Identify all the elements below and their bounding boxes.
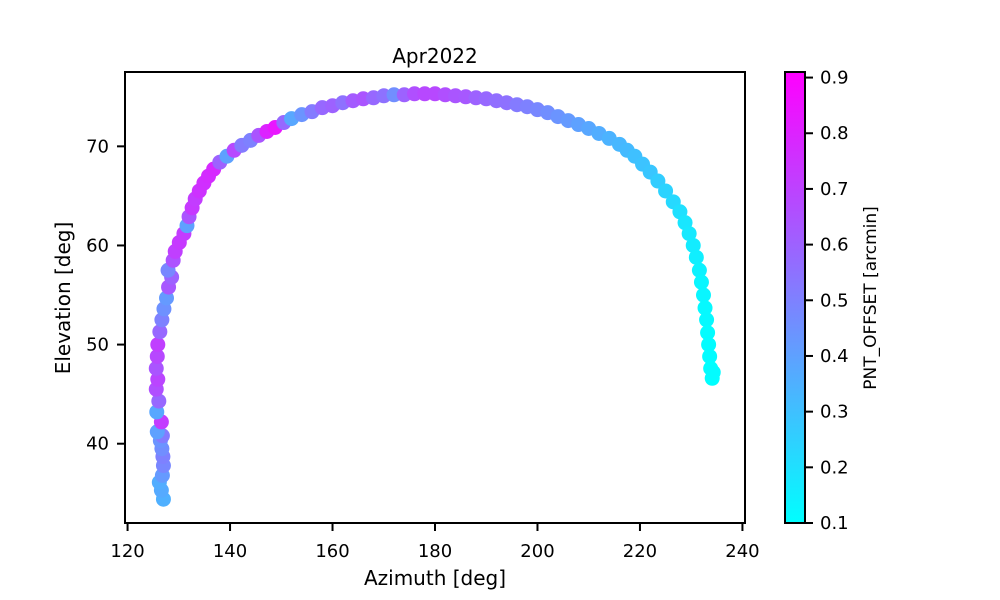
- data-point: [688, 249, 704, 265]
- data-point: [407, 86, 423, 102]
- colorbar-tick-label: 0.7: [820, 179, 849, 200]
- y-axis-ticks: 40 50 60 70: [86, 136, 125, 455]
- data-point: [700, 325, 716, 341]
- x-tick-label: 180: [418, 541, 452, 562]
- colorbar-tick-label: 0.4: [820, 346, 849, 367]
- data-point: [149, 348, 165, 364]
- data-point: [691, 262, 707, 278]
- x-tick-label: 240: [725, 541, 759, 562]
- colorbar-label: PNT_OFFSET [arcmin]: [861, 206, 881, 390]
- colorbar-tick-label: 0.8: [820, 123, 849, 144]
- colorbar-tick-label: 0.2: [820, 457, 849, 478]
- data-point: [697, 300, 713, 316]
- colorbar-tick-label: 0.1: [820, 513, 849, 534]
- y-axis-label: Elevation [deg]: [51, 222, 75, 375]
- data-point: [701, 337, 717, 353]
- data-point: [699, 312, 715, 328]
- data-point: [695, 287, 711, 303]
- x-axis-ticks: 120 140 160 180 200 220 240: [110, 523, 760, 562]
- data-point: [685, 237, 701, 253]
- colorbar-tick-label: 0.9: [820, 68, 849, 89]
- y-tick-label: 70: [86, 136, 109, 157]
- x-tick-label: 160: [315, 541, 349, 562]
- y-tick-label: 60: [86, 235, 109, 256]
- data-point: [417, 86, 433, 102]
- data-point: [148, 360, 164, 376]
- colorbar-tick-label: 0.6: [820, 235, 849, 256]
- data-point: [705, 364, 721, 380]
- chart-title: Apr2022: [392, 44, 478, 68]
- x-tick-label: 120: [110, 541, 144, 562]
- colorbar-tick-label: 0.5: [820, 290, 849, 311]
- y-tick-label: 40: [86, 434, 109, 455]
- y-tick-label: 50: [86, 335, 109, 356]
- x-tick-label: 140: [213, 541, 247, 562]
- data-point: [681, 226, 697, 242]
- x-tick-label: 220: [623, 541, 657, 562]
- x-tick-label: 200: [520, 541, 554, 562]
- data-point: [386, 87, 402, 103]
- colorbar-tick-label: 0.3: [820, 402, 849, 423]
- data-point: [693, 274, 709, 290]
- data-points: [148, 86, 721, 507]
- data-point: [150, 337, 166, 353]
- data-point: [152, 324, 168, 340]
- colorbar-ticks: 0.1 0.2 0.3 0.4 0.5 0.6 0.7 0.8 0.9: [805, 68, 849, 534]
- colorbar: [784, 71, 806, 524]
- x-axis-label: Azimuth [deg]: [364, 566, 506, 590]
- data-point: [702, 348, 718, 364]
- plot-frame: [124, 71, 746, 524]
- data-point: [151, 393, 167, 409]
- data-point: [658, 183, 674, 199]
